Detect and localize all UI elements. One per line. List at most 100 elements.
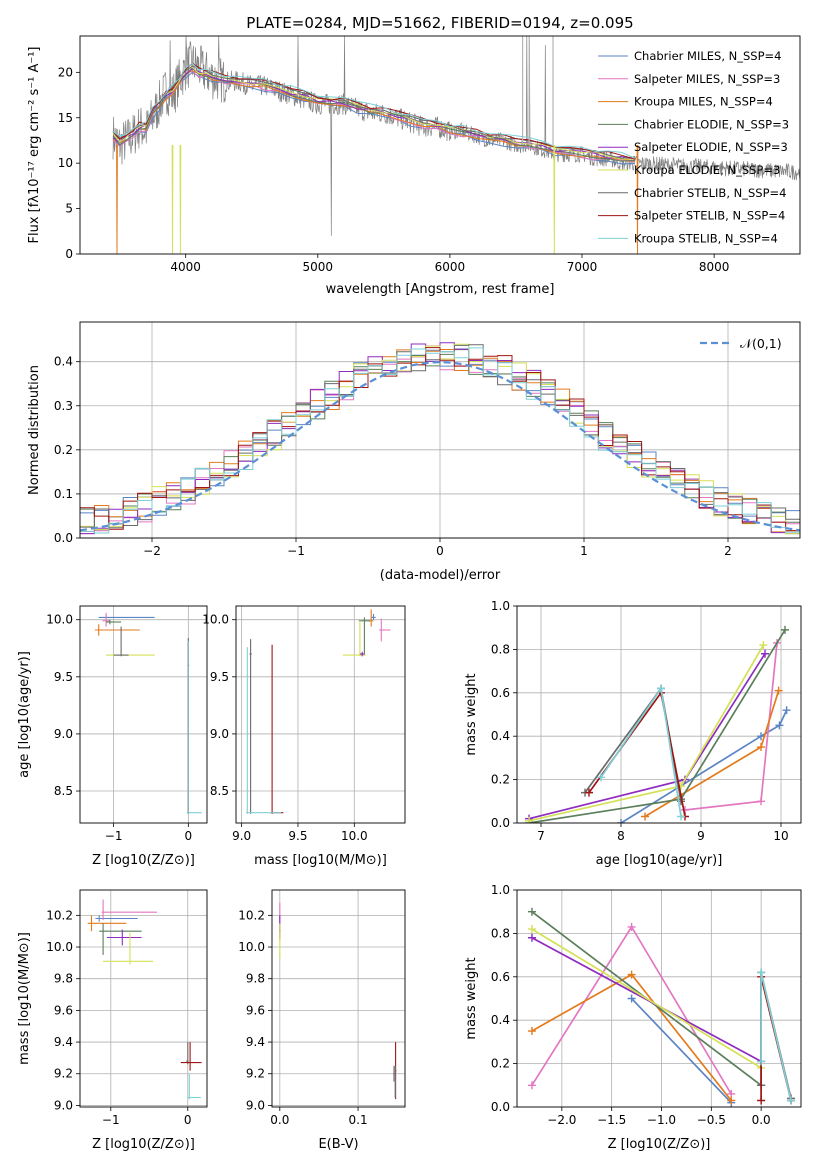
x-tick-label: −1 bbox=[287, 544, 305, 558]
y-tick-label: 10.2 bbox=[238, 908, 265, 922]
x-tick-label: −1 bbox=[105, 829, 123, 843]
z-weight-marker bbox=[627, 994, 636, 1003]
legend-entry: Chabrier STELIB, N_SSP=4 bbox=[634, 186, 786, 200]
y-tick-label: 0.0 bbox=[491, 816, 510, 830]
spectrum-model-line bbox=[112, 65, 635, 159]
z-weight-marker bbox=[527, 925, 536, 934]
plot-area-spectrum bbox=[112, 36, 800, 254]
age-weight-marker bbox=[781, 625, 789, 634]
legend-entry: Salpeter MILES, N_SSP=3 bbox=[634, 72, 780, 86]
legend-entry: 𝒩(0,1) bbox=[740, 336, 782, 351]
x-tick-label: 9.5 bbox=[288, 829, 307, 843]
age-weight-marker bbox=[775, 721, 784, 730]
hist-step-line bbox=[80, 347, 800, 532]
x-axis-label: E(B-V) bbox=[318, 1137, 358, 1152]
panel-z-age: −1 0 8.5 9.0 9.5 10.0 Z [log10(Z/Z⊙)] age [log1… bbox=[17, 605, 208, 868]
panel-ebv-mass: 0.0 0.1 9.0 9.2 9.4 9.6 9.8 10.0 10.2 E(B-V) bbox=[238, 889, 406, 1152]
spectrum-model-line bbox=[112, 62, 636, 159]
age-weight-marker bbox=[641, 812, 649, 821]
axes-frame bbox=[79, 35, 801, 255]
y-tick-label: 9.2 bbox=[54, 1067, 73, 1081]
x-tick-label: −2.0 bbox=[547, 1113, 576, 1127]
y-tick-label: 9.0 bbox=[54, 727, 73, 741]
axes-frame bbox=[79, 321, 801, 539]
y-tick-label: 10 bbox=[58, 156, 73, 170]
x-axis-label: (data-model)/error bbox=[380, 568, 501, 583]
spectrum-dropout bbox=[116, 144, 118, 254]
x-tick-label: 9.0 bbox=[232, 829, 251, 843]
axes-frame bbox=[79, 605, 208, 824]
x-tick-label: 0 bbox=[185, 829, 193, 843]
legend-entry: Salpeter STELIB, N_SSP=4 bbox=[634, 209, 785, 223]
spectrum-dropout bbox=[553, 144, 556, 254]
figure-title: PLATE=0284, MJD=51662, FIBERID=0194, z=0… bbox=[246, 14, 633, 32]
y-tick-label: 0 bbox=[65, 247, 73, 261]
spectrum-dropout bbox=[179, 144, 182, 254]
plot-area-residual-hist bbox=[80, 342, 800, 535]
plot-area-mass-age bbox=[246, 609, 391, 814]
x-tick-label: 8 bbox=[617, 829, 625, 843]
x-axis-label: age [log10(age/yr)] bbox=[596, 853, 723, 868]
y-tick-label: 9.0 bbox=[246, 1098, 265, 1112]
y-tick-label: 0.4 bbox=[491, 729, 510, 743]
x-tick-label: −0.5 bbox=[697, 1113, 726, 1127]
y-tick-label: 9.8 bbox=[246, 972, 265, 986]
age-weight-marker bbox=[657, 684, 665, 693]
y-tick-label: 8.5 bbox=[210, 784, 229, 798]
x-tick-label: 10 bbox=[773, 829, 788, 843]
legend-entry: Kroupa ELODIE, N_SSP=3 bbox=[634, 163, 780, 177]
x-tick-label: 1 bbox=[580, 544, 588, 558]
y-tick-label: 0.2 bbox=[491, 1057, 510, 1071]
spectrum-legend: Chabrier MILES, N_SSP=4 Salpeter MILES, N… bbox=[598, 49, 789, 245]
hist-legend: 𝒩(0,1) bbox=[700, 336, 782, 351]
age-weight-marker bbox=[774, 686, 783, 695]
y-tick-label: 9.2 bbox=[246, 1067, 265, 1081]
age-weight-marker bbox=[677, 812, 685, 821]
hist-step-line bbox=[80, 347, 800, 534]
y-tick-label: 10.0 bbox=[46, 940, 73, 954]
y-tick-label: 9.6 bbox=[54, 1003, 73, 1017]
x-tick-label: 0.0 bbox=[270, 1113, 289, 1127]
age-weight-line bbox=[620, 709, 788, 823]
z-weight-marker bbox=[527, 933, 536, 942]
z-weight-marker bbox=[787, 1096, 796, 1105]
y-axis-label: mass weight bbox=[464, 957, 479, 1039]
normal-reference-curve bbox=[80, 360, 800, 532]
y-tick-label: 8.5 bbox=[54, 784, 73, 798]
x-tick-label: 0 bbox=[184, 1113, 192, 1127]
x-tick-label: 7 bbox=[537, 829, 545, 843]
z-weight-marker bbox=[527, 1081, 536, 1090]
y-tick-label: 10.2 bbox=[46, 908, 73, 922]
y-tick-label: 5 bbox=[65, 202, 73, 216]
z-weight-marker bbox=[627, 922, 636, 931]
z-weight-marker bbox=[527, 907, 536, 916]
y-tick-label: 0.4 bbox=[491, 1013, 510, 1027]
x-tick-label: 10.0 bbox=[341, 829, 368, 843]
x-axis-label: Z [log10(Z/Z⊙)] bbox=[92, 1137, 195, 1152]
x-tick-label: −1.0 bbox=[647, 1113, 676, 1127]
y-axis-label: Flux [fλ10⁻¹⁷ erg cm⁻² s⁻¹ A⁻¹] bbox=[27, 47, 42, 244]
x-axis-label: wavelength [Angstrom, rest frame] bbox=[326, 282, 555, 297]
axes-frame bbox=[516, 889, 802, 1108]
y-tick-label: 0.6 bbox=[491, 686, 510, 700]
y-tick-label: 0.8 bbox=[491, 926, 510, 940]
y-tick-label: 9.5 bbox=[54, 670, 73, 684]
x-tick-label: 7000 bbox=[567, 260, 598, 274]
x-tick-label: 0.1 bbox=[349, 1113, 368, 1127]
axes-frame bbox=[235, 605, 406, 824]
y-axis-label: Normed distribution bbox=[27, 365, 42, 495]
y-axis-label: mass [log10(M/M⊙)] bbox=[17, 932, 32, 1065]
panel-residual-hist: −2 −1 0 1 2 0.0 0.1 0.2 0.3 0.4 (data-model)/error… bbox=[27, 321, 801, 583]
x-tick-label: 2 bbox=[724, 544, 732, 558]
axes-frame bbox=[271, 889, 406, 1108]
y-tick-label: 9.8 bbox=[54, 972, 73, 986]
y-tick-label: 0.4 bbox=[54, 355, 73, 369]
plot-area-age-massweight bbox=[525, 625, 791, 823]
x-axis-label: Z [log10(Z/Z⊙)] bbox=[92, 853, 195, 868]
y-tick-label: 0.2 bbox=[54, 443, 73, 457]
x-tick-label: 9 bbox=[697, 829, 705, 843]
y-tick-label: 10.0 bbox=[238, 940, 265, 954]
age-weight-marker bbox=[585, 788, 593, 797]
